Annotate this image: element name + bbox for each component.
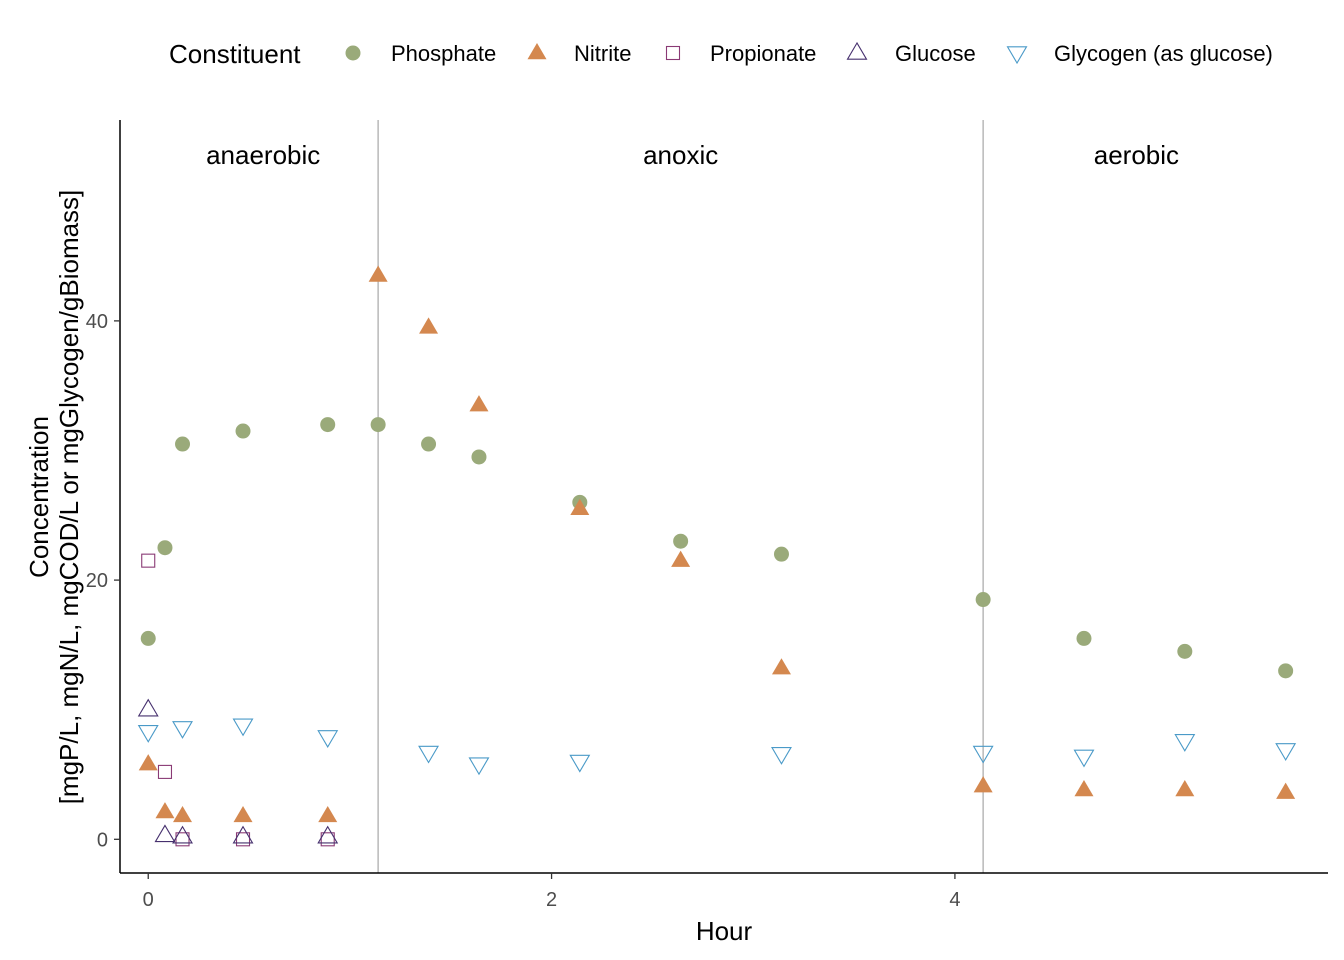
legend-label: Propionate: [710, 41, 816, 66]
data-point: [157, 540, 173, 556]
data-point: [172, 825, 193, 844]
data-point: [469, 395, 489, 412]
data-point: [771, 658, 791, 675]
series-nitrite: [138, 265, 1296, 823]
data-point: [368, 265, 388, 282]
x-axis-title: Hour: [696, 916, 753, 946]
x-tick-label: 0: [143, 889, 154, 911]
data-point: [155, 802, 175, 819]
legend-key: [846, 41, 868, 60]
data-point: [419, 317, 439, 334]
legend-item: Phosphate: [345, 41, 496, 66]
data-point: [175, 832, 190, 847]
legend-item: Propionate: [665, 41, 816, 66]
data-point: [320, 832, 335, 847]
data-point: [138, 754, 158, 771]
phase-label-anaerobic: anaerobic: [206, 140, 320, 170]
data-point: [137, 698, 159, 717]
data-point: [421, 436, 437, 452]
data-point: [975, 592, 991, 608]
data-points: [137, 265, 1297, 847]
y-tick-label: 20: [86, 570, 108, 592]
data-point: [232, 825, 254, 844]
data-point: [173, 805, 193, 823]
x-axis-ticks: 0 2 4: [143, 873, 960, 911]
y-axis-title-line-2: [mgP/L, mgN/L, mgCOD/L or mgGlycogen/gBi…: [54, 190, 84, 805]
legend-key: [345, 45, 361, 61]
series-glycogen-as-glucose: [137, 718, 1297, 776]
data-point: [317, 730, 339, 749]
data-point: [235, 832, 251, 847]
data-point: [232, 718, 254, 737]
data-point: [157, 764, 173, 779]
x-tick-label: 4: [949, 889, 960, 911]
series-propionate: [141, 553, 335, 847]
legend-label: Phosphate: [391, 41, 496, 66]
data-point: [235, 423, 251, 439]
legend-key: [665, 45, 681, 61]
data-point: [468, 757, 490, 776]
data-point: [320, 417, 336, 433]
phase-label-anoxic: anoxic: [643, 140, 718, 170]
legend-item: Nitrite: [527, 41, 631, 66]
data-point: [1074, 780, 1094, 797]
data-point: [141, 553, 156, 568]
y-axis-title-line-1: Concentration: [24, 416, 54, 578]
data-point: [569, 754, 591, 773]
data-point: [154, 824, 176, 843]
legend: Constituent Phosphate Nitrite Propionate Gl…: [169, 39, 1273, 69]
data-point: [172, 721, 193, 739]
y-axis-ticks: 0 20 40: [86, 311, 120, 851]
phase-labels: anaerobic anoxic aerobic: [206, 140, 1179, 170]
series-phosphate: [140, 417, 1294, 679]
legend-items: Phosphate Nitrite Propionate Glucose Glycoge…: [345, 41, 1273, 66]
legend-item: Glycogen (as glucose): [1006, 41, 1273, 66]
phase-boundaries: [377, 120, 984, 873]
data-point: [1073, 749, 1095, 768]
legend-title: Constituent: [169, 39, 301, 69]
data-point: [973, 776, 993, 793]
data-point: [1175, 780, 1195, 797]
data-point: [1177, 643, 1193, 659]
data-point: [773, 546, 789, 562]
legend-label: Glycogen (as glucose): [1054, 41, 1273, 66]
data-point: [972, 745, 994, 764]
data-point: [418, 745, 440, 764]
data-point: [471, 449, 487, 465]
series-glucose: [137, 698, 339, 844]
legend-key: [1006, 46, 1028, 65]
y-tick-label: 40: [86, 311, 108, 333]
data-point: [1276, 782, 1296, 799]
y-tick-label: 0: [97, 829, 108, 851]
legend-label: Glucose: [895, 41, 976, 66]
data-point: [318, 805, 338, 823]
data-point: [140, 630, 156, 646]
data-point: [1174, 734, 1196, 752]
axes: [119, 120, 1328, 874]
legend-label: Nitrite: [574, 41, 631, 66]
data-point: [671, 550, 691, 567]
legend-item: Glucose: [846, 41, 976, 66]
data-point: [1275, 743, 1297, 761]
phase-label-aerobic: aerobic: [1094, 140, 1179, 170]
data-point: [673, 533, 689, 549]
data-point: [317, 825, 339, 844]
data-point: [570, 498, 590, 516]
data-point: [771, 747, 792, 765]
data-point: [233, 805, 253, 823]
data-point: [137, 724, 159, 743]
data-point: [1076, 630, 1092, 646]
data-point: [1278, 663, 1294, 679]
data-point: [370, 417, 386, 433]
legend-key: [527, 43, 547, 60]
x-tick-label: 2: [546, 889, 557, 911]
data-point: [175, 436, 191, 452]
